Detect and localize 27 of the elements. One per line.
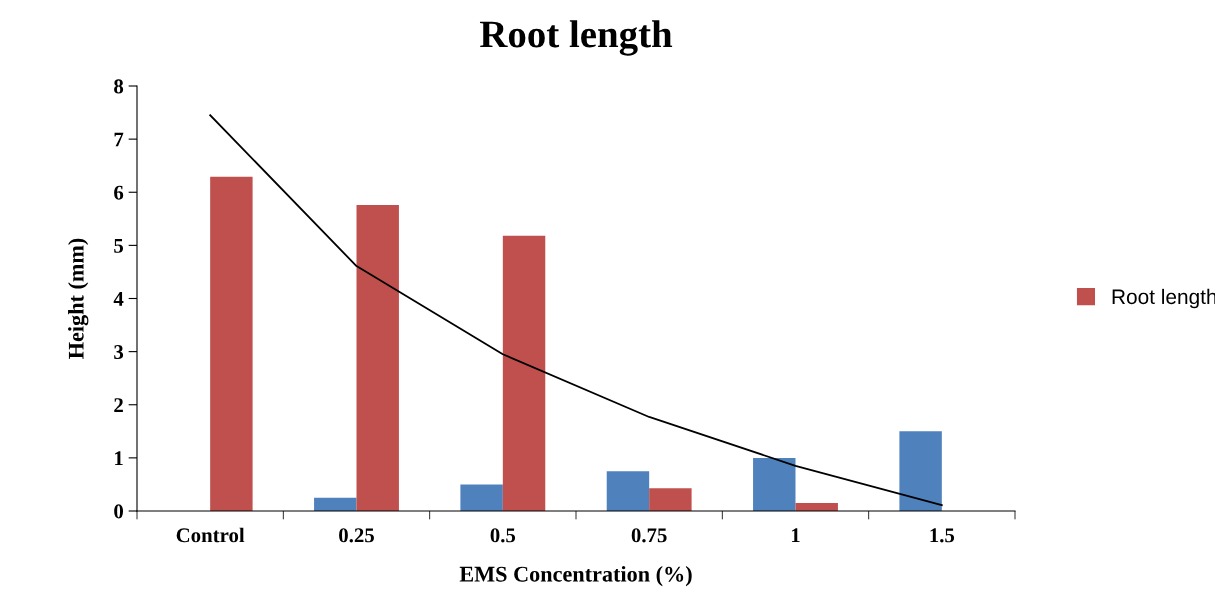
x-tick-label: 0.25 (339, 528, 374, 543)
y-tick-label: 8 (114, 79, 124, 94)
bar (649, 488, 692, 511)
y-tick-label: 6 (114, 185, 124, 200)
y-tick-label: 4 (113, 292, 124, 306)
x-tick-label: 0.75 (631, 528, 667, 543)
bar (753, 457, 796, 511)
y-tick-label: 5 (114, 238, 124, 253)
x-tick-label: 1.5 (930, 528, 955, 543)
bar (899, 431, 942, 511)
x-axis-title: EMS Concentration (%) (459, 566, 692, 587)
bar (356, 205, 399, 511)
y-tick-label: 0 (114, 504, 124, 519)
bar (210, 176, 253, 511)
line-series (209, 114, 943, 507)
x-tick-label: 1 (791, 528, 800, 543)
y-tick-label: 1 (115, 451, 123, 466)
y-axis-title: Height (mm) (68, 238, 89, 359)
x-tick-label: 0.5 (490, 528, 516, 543)
bar (460, 484, 503, 511)
y-tick-label: 2 (114, 398, 123, 412)
y-tick-label: 7 (114, 132, 124, 147)
x-tick-label: Control (176, 527, 245, 543)
bar (606, 471, 650, 511)
y-tick-label: 3 (114, 345, 124, 360)
bar (502, 235, 546, 511)
chart-title: Root length (479, 20, 673, 56)
